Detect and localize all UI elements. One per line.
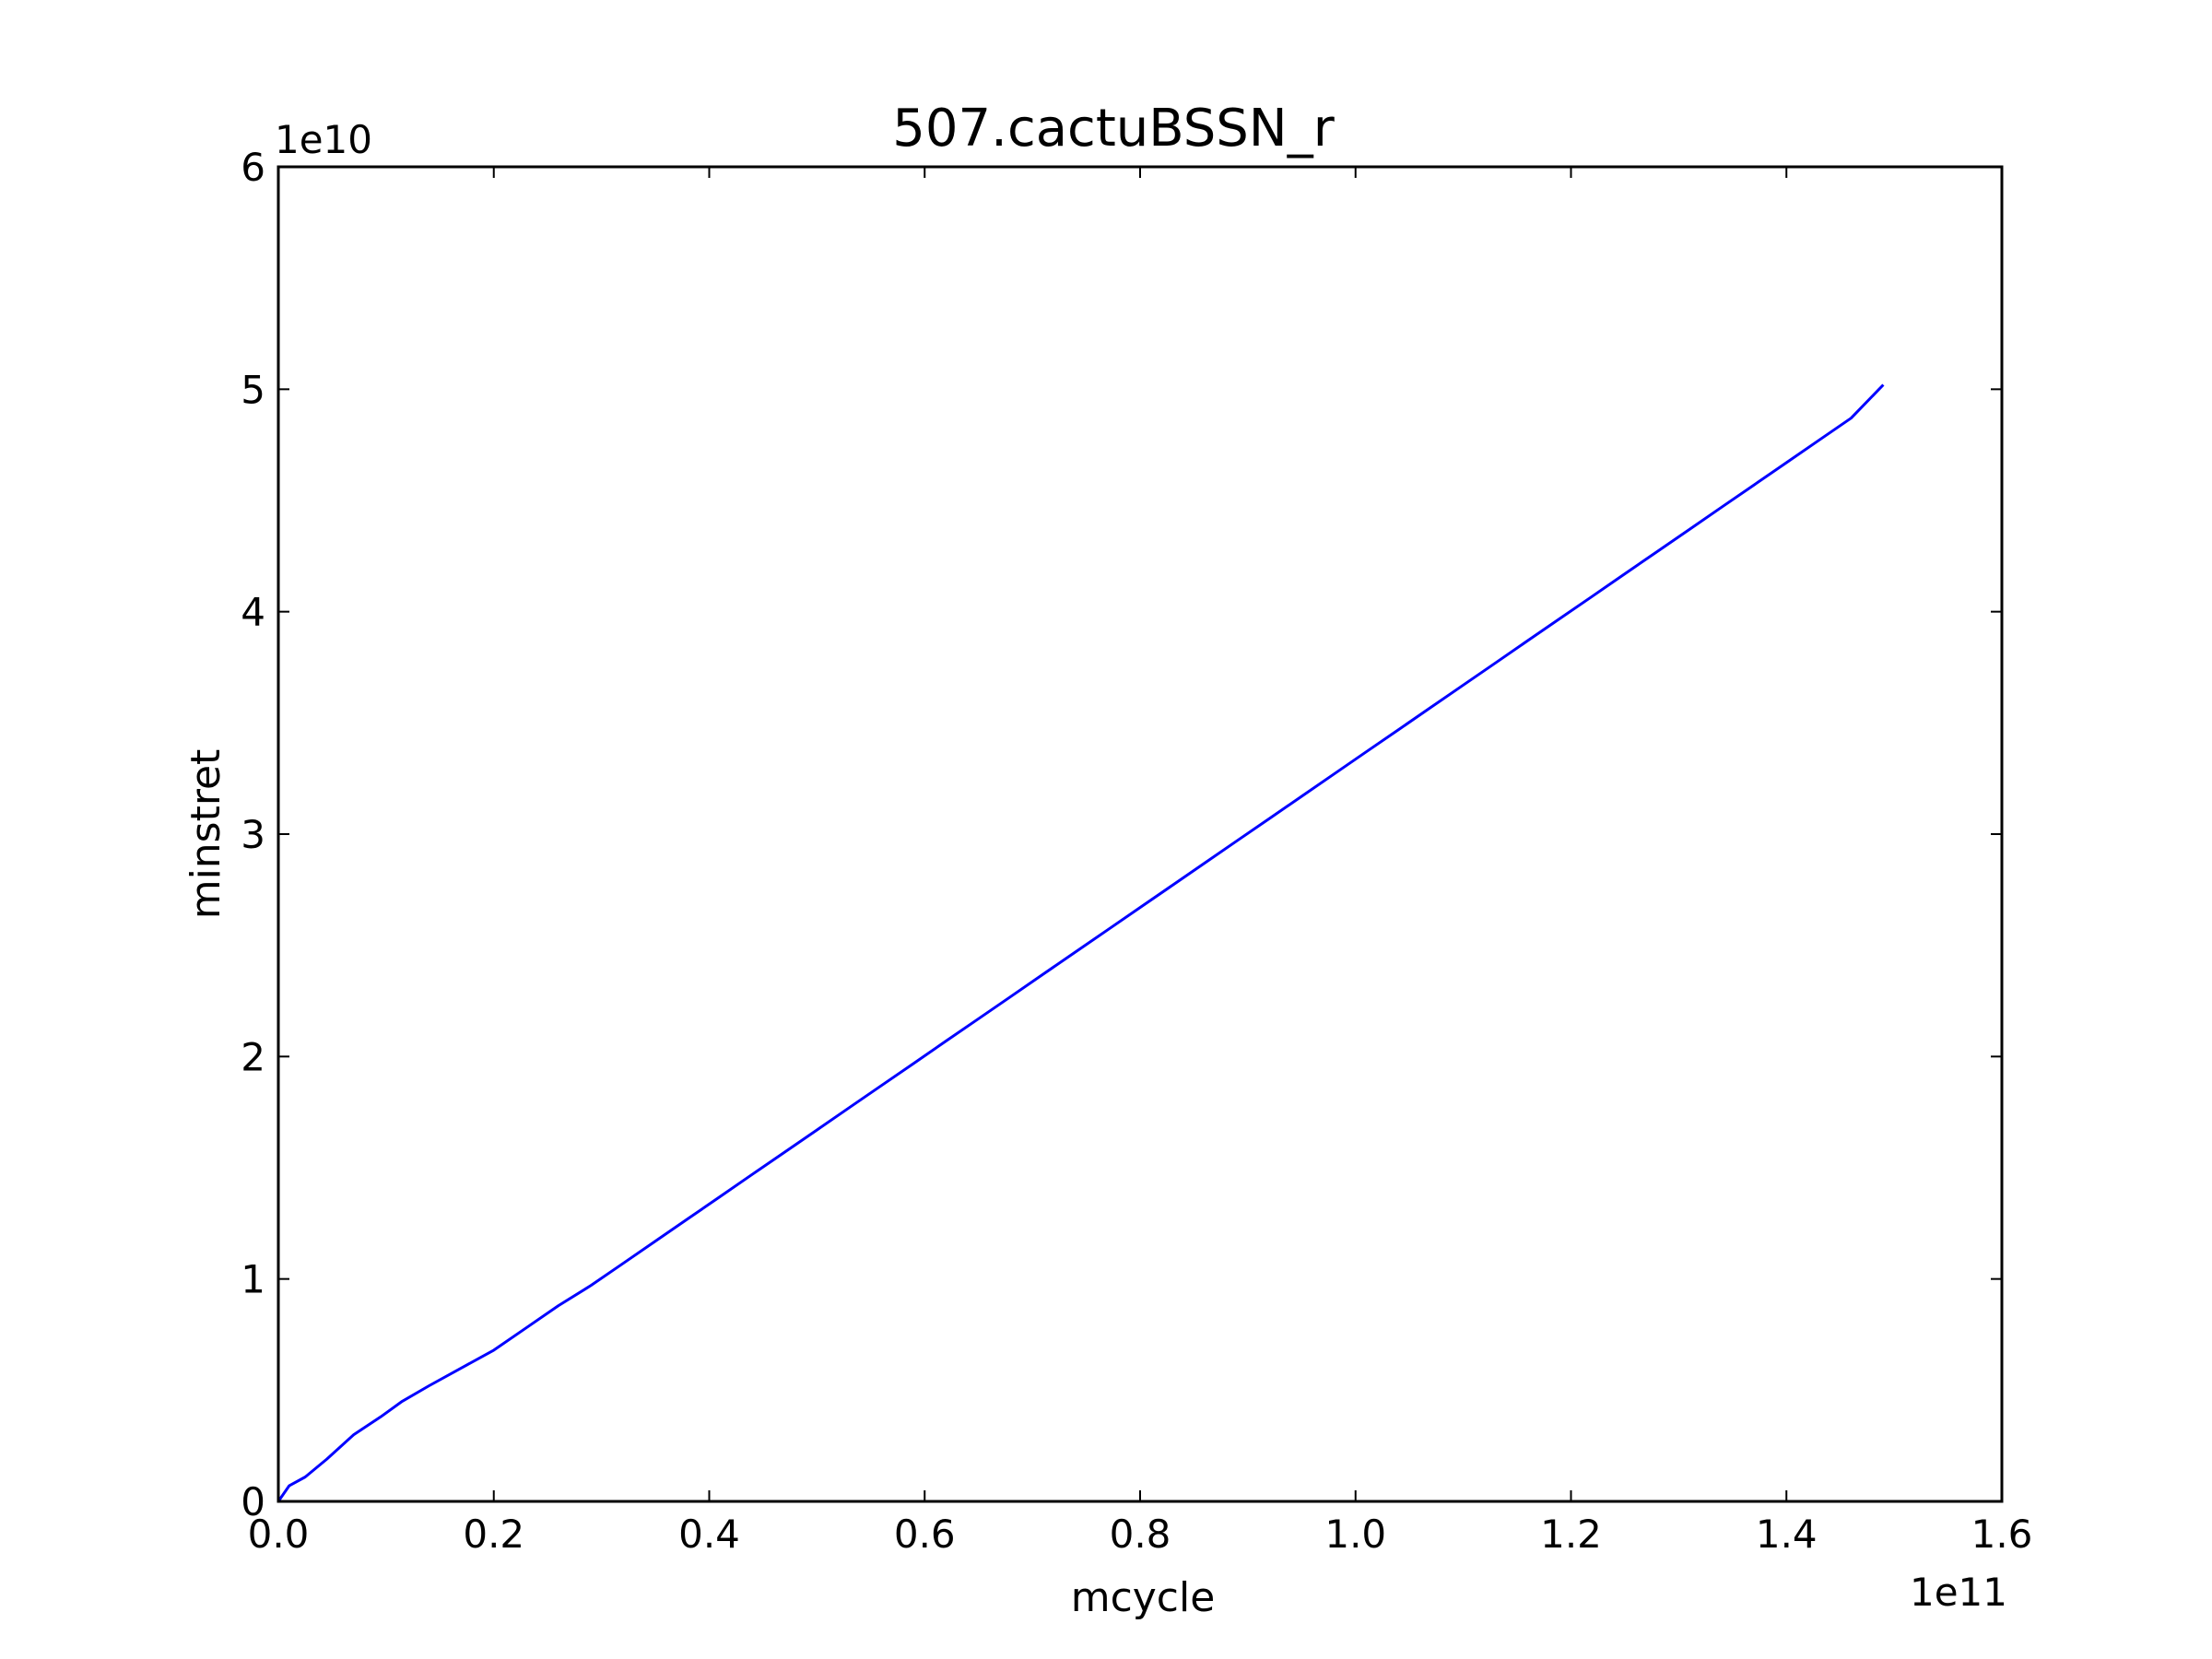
y-tick-label: 0 (241, 1479, 265, 1524)
y-tick-label: 6 (241, 145, 265, 190)
plot-area (276, 383, 1885, 1502)
y-axis-label: minstret (182, 749, 229, 920)
x-offset-label: 1e11 (1910, 1570, 2007, 1615)
y-tick-label: 3 (241, 812, 265, 857)
series-line (276, 383, 1885, 1502)
x-tick-label: 1.0 (1324, 1512, 1386, 1557)
x-tick-label: 1.2 (1540, 1512, 1602, 1557)
ticks-group: 0.0 0.2 0.4 0.6 0.8 1.0 1.2 1.4 1.6 0 1 2 3 4 5 6 (241, 145, 2032, 1557)
y-tick-label: 4 (241, 590, 265, 635)
plot-frame (276, 165, 2004, 1503)
x-tick-label: 0.4 (678, 1512, 740, 1557)
x-tick-label: 0.2 (463, 1512, 524, 1557)
y-tick-label: 1 (241, 1257, 265, 1302)
x-tick-label: 0.6 (894, 1512, 956, 1557)
x-tick-label: 1.6 (1971, 1512, 2033, 1557)
x-tick-label: 1.4 (1756, 1512, 1818, 1557)
x-tick-label: 0.8 (1110, 1512, 1171, 1557)
chart-title: 507.cactuBSSN_r (892, 99, 1335, 159)
y-tick-label: 5 (241, 367, 265, 412)
x-tick-label: 0.0 (248, 1512, 310, 1557)
y-offset-label: 1e10 (275, 117, 372, 162)
x-axis-label: mcycle (1071, 1574, 1216, 1621)
y-tick-label: 2 (241, 1034, 265, 1079)
